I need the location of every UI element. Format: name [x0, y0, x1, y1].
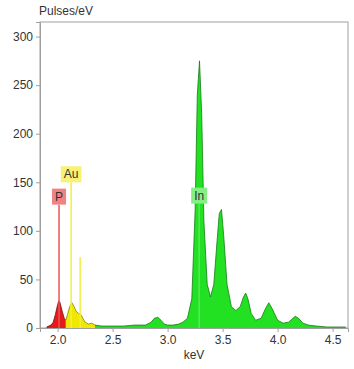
y-axis-title: Pulses/eV — [39, 4, 93, 18]
y-tick: 150 — [13, 176, 40, 190]
y-tick-label: 300 — [13, 30, 33, 44]
element-line — [70, 182, 72, 328]
y-tick: 0 — [26, 321, 40, 335]
element-tag-label: In — [194, 189, 204, 203]
y-tick-mark — [36, 231, 40, 232]
y-axis-line — [36, 23, 41, 329]
y-tick: 300 — [13, 30, 40, 44]
element-tag-label: P — [55, 190, 63, 204]
x-tick-mark — [113, 328, 114, 332]
y-tick-mark — [36, 279, 40, 280]
y-tick-mark — [36, 328, 40, 329]
element-tag-label: Au — [64, 167, 79, 181]
y-tick: 100 — [13, 224, 40, 238]
x-tick-mark — [333, 328, 334, 332]
chart: PAu In 2.0 2.5 3.0 3.5 4.0 4.5 0 50 100 150 200 250 30… — [0, 0, 354, 369]
x-tick-label: 3.0 — [160, 333, 177, 347]
x-tick-label: 3.5 — [215, 333, 232, 347]
element-line — [79, 257, 81, 328]
x-axis-title: keV — [184, 348, 205, 362]
element-line — [58, 205, 60, 328]
x-tick: 4.5 — [325, 328, 342, 347]
y-tick-mark — [36, 134, 40, 135]
x-tick-mark — [223, 328, 224, 332]
y-tick: 250 — [13, 78, 40, 92]
y-axis: 0 50 100 150 200 250 300 — [13, 23, 41, 336]
x-axis-line — [41, 329, 349, 333]
x-tick-label: 2.5 — [105, 333, 122, 347]
y-tick-label: 0 — [26, 321, 33, 335]
x-tick-mark — [58, 328, 59, 332]
element-tag: In — [191, 188, 207, 204]
element-tag-box — [52, 189, 66, 205]
x-tick: 2.0 — [50, 328, 67, 347]
element-tag: Au — [61, 166, 82, 182]
x-tick-label: 4.5 — [325, 333, 342, 347]
y-tick-mark — [36, 37, 40, 38]
spectrum-line — [95, 61, 346, 327]
x-tick: 2.5 — [105, 328, 122, 347]
x-tick: 3.5 — [215, 328, 232, 347]
y-tick-mark — [36, 182, 40, 183]
x-tick: 3.0 — [160, 328, 177, 347]
x-tick-label: 2.0 — [50, 333, 67, 347]
y-tick-label: 250 — [13, 78, 33, 92]
spectrum-area — [47, 301, 66, 328]
x-tick: 4.0 — [270, 328, 287, 347]
y-tick-label: 50 — [20, 273, 34, 287]
y-tick-label: 200 — [13, 127, 33, 141]
element-tag: P — [52, 189, 66, 205]
element-tag-box — [191, 188, 207, 204]
x-tick-mark — [168, 328, 169, 332]
plot-area — [47, 61, 346, 328]
spectrum-line — [47, 301, 66, 327]
y-tick: 200 — [13, 127, 40, 141]
x-tick-mark — [278, 328, 279, 332]
plot-frame — [40, 22, 348, 328]
x-axis: 2.0 2.5 3.0 3.5 4.0 4.5 — [41, 328, 349, 347]
element-line — [198, 204, 200, 328]
x-tick-label: 4.0 — [270, 333, 287, 347]
element-tag-box — [61, 166, 82, 182]
y-tick-mark — [36, 85, 40, 86]
spectrum-area — [95, 61, 346, 328]
y-tick-label: 100 — [13, 224, 33, 238]
y-tick-label: 150 — [13, 176, 33, 190]
y-tick: 50 — [20, 273, 40, 287]
